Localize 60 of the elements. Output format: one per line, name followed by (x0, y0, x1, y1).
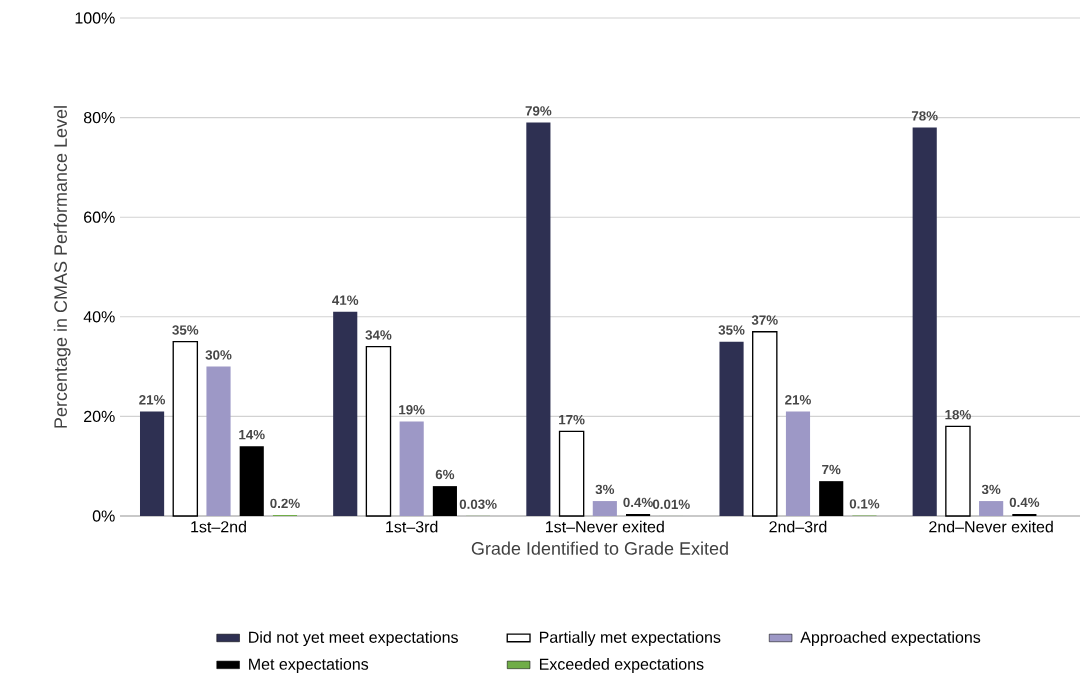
x-tick-label: 1st–3rd (386, 520, 438, 533)
y-tick-label: 100% (75, 12, 115, 24)
bar (979, 501, 1004, 516)
bar (365, 346, 392, 517)
data-label: 34% (365, 330, 392, 340)
bar (172, 341, 199, 517)
data-label: 21% (785, 395, 811, 405)
legend-label: Approached expectations (800, 631, 981, 647)
legend-label: Met expectations (249, 658, 369, 674)
bar (558, 430, 585, 517)
x-tick-label: 2nd–3rd (769, 520, 827, 533)
bar (399, 421, 424, 516)
bar (719, 341, 744, 516)
data-label: 0.4% (623, 497, 653, 508)
legend-label: Did not yet meet expectations (249, 631, 458, 647)
data-label: 6% (435, 469, 455, 480)
bar (432, 486, 457, 516)
bar (239, 446, 264, 516)
bar (592, 501, 617, 516)
y-tick-label: 40% (83, 311, 115, 323)
data-label: 0.4% (1009, 497, 1040, 508)
bar (785, 411, 811, 516)
data-label: 19% (399, 405, 425, 415)
data-label: 3% (595, 484, 615, 495)
data-label: 30% (205, 350, 232, 360)
bar (819, 481, 844, 516)
data-label: 35% (172, 325, 199, 335)
bar (752, 331, 778, 517)
data-label: 0.03% (459, 499, 497, 509)
legend-label: Exceeded expectations (539, 658, 704, 674)
data-label: 7% (822, 464, 841, 475)
bar (140, 411, 165, 516)
x-tick-label: 1st–2nd (191, 520, 246, 533)
x-tick-label: 2nd–Never exited (929, 520, 1053, 533)
data-label: 41% (332, 295, 359, 305)
legend-label: Partially met expectations (539, 631, 721, 647)
bar (333, 311, 358, 516)
data-label: 0.01% (652, 499, 690, 510)
y-axis-title: Percentage in CMAS Performance Level (53, 106, 71, 428)
data-label: 3% (981, 484, 1001, 495)
y-tick-label: 80% (83, 111, 115, 124)
y-tick-label: 0% (92, 510, 115, 522)
data-label: 78% (911, 111, 938, 121)
data-label: 17% (559, 415, 585, 425)
y-tick-label: 60% (84, 211, 115, 223)
bar (206, 366, 231, 516)
data-label: 18% (945, 409, 971, 420)
bar (526, 122, 551, 516)
data-label: 0.1% (849, 499, 880, 509)
data-label: 21% (139, 395, 166, 405)
data-label: 0.2% (270, 498, 300, 509)
x-axis-title: Grade Identified to Grade Exited (471, 541, 728, 555)
data-label: 37% (751, 315, 778, 325)
data-label: 14% (239, 429, 265, 440)
y-tick-label: 20% (84, 410, 115, 423)
data-label: 35% (718, 325, 745, 335)
bar (912, 127, 937, 516)
data-label: 79% (525, 106, 552, 116)
bar (945, 425, 971, 517)
x-tick-label: 1st–Never exited (546, 520, 664, 533)
